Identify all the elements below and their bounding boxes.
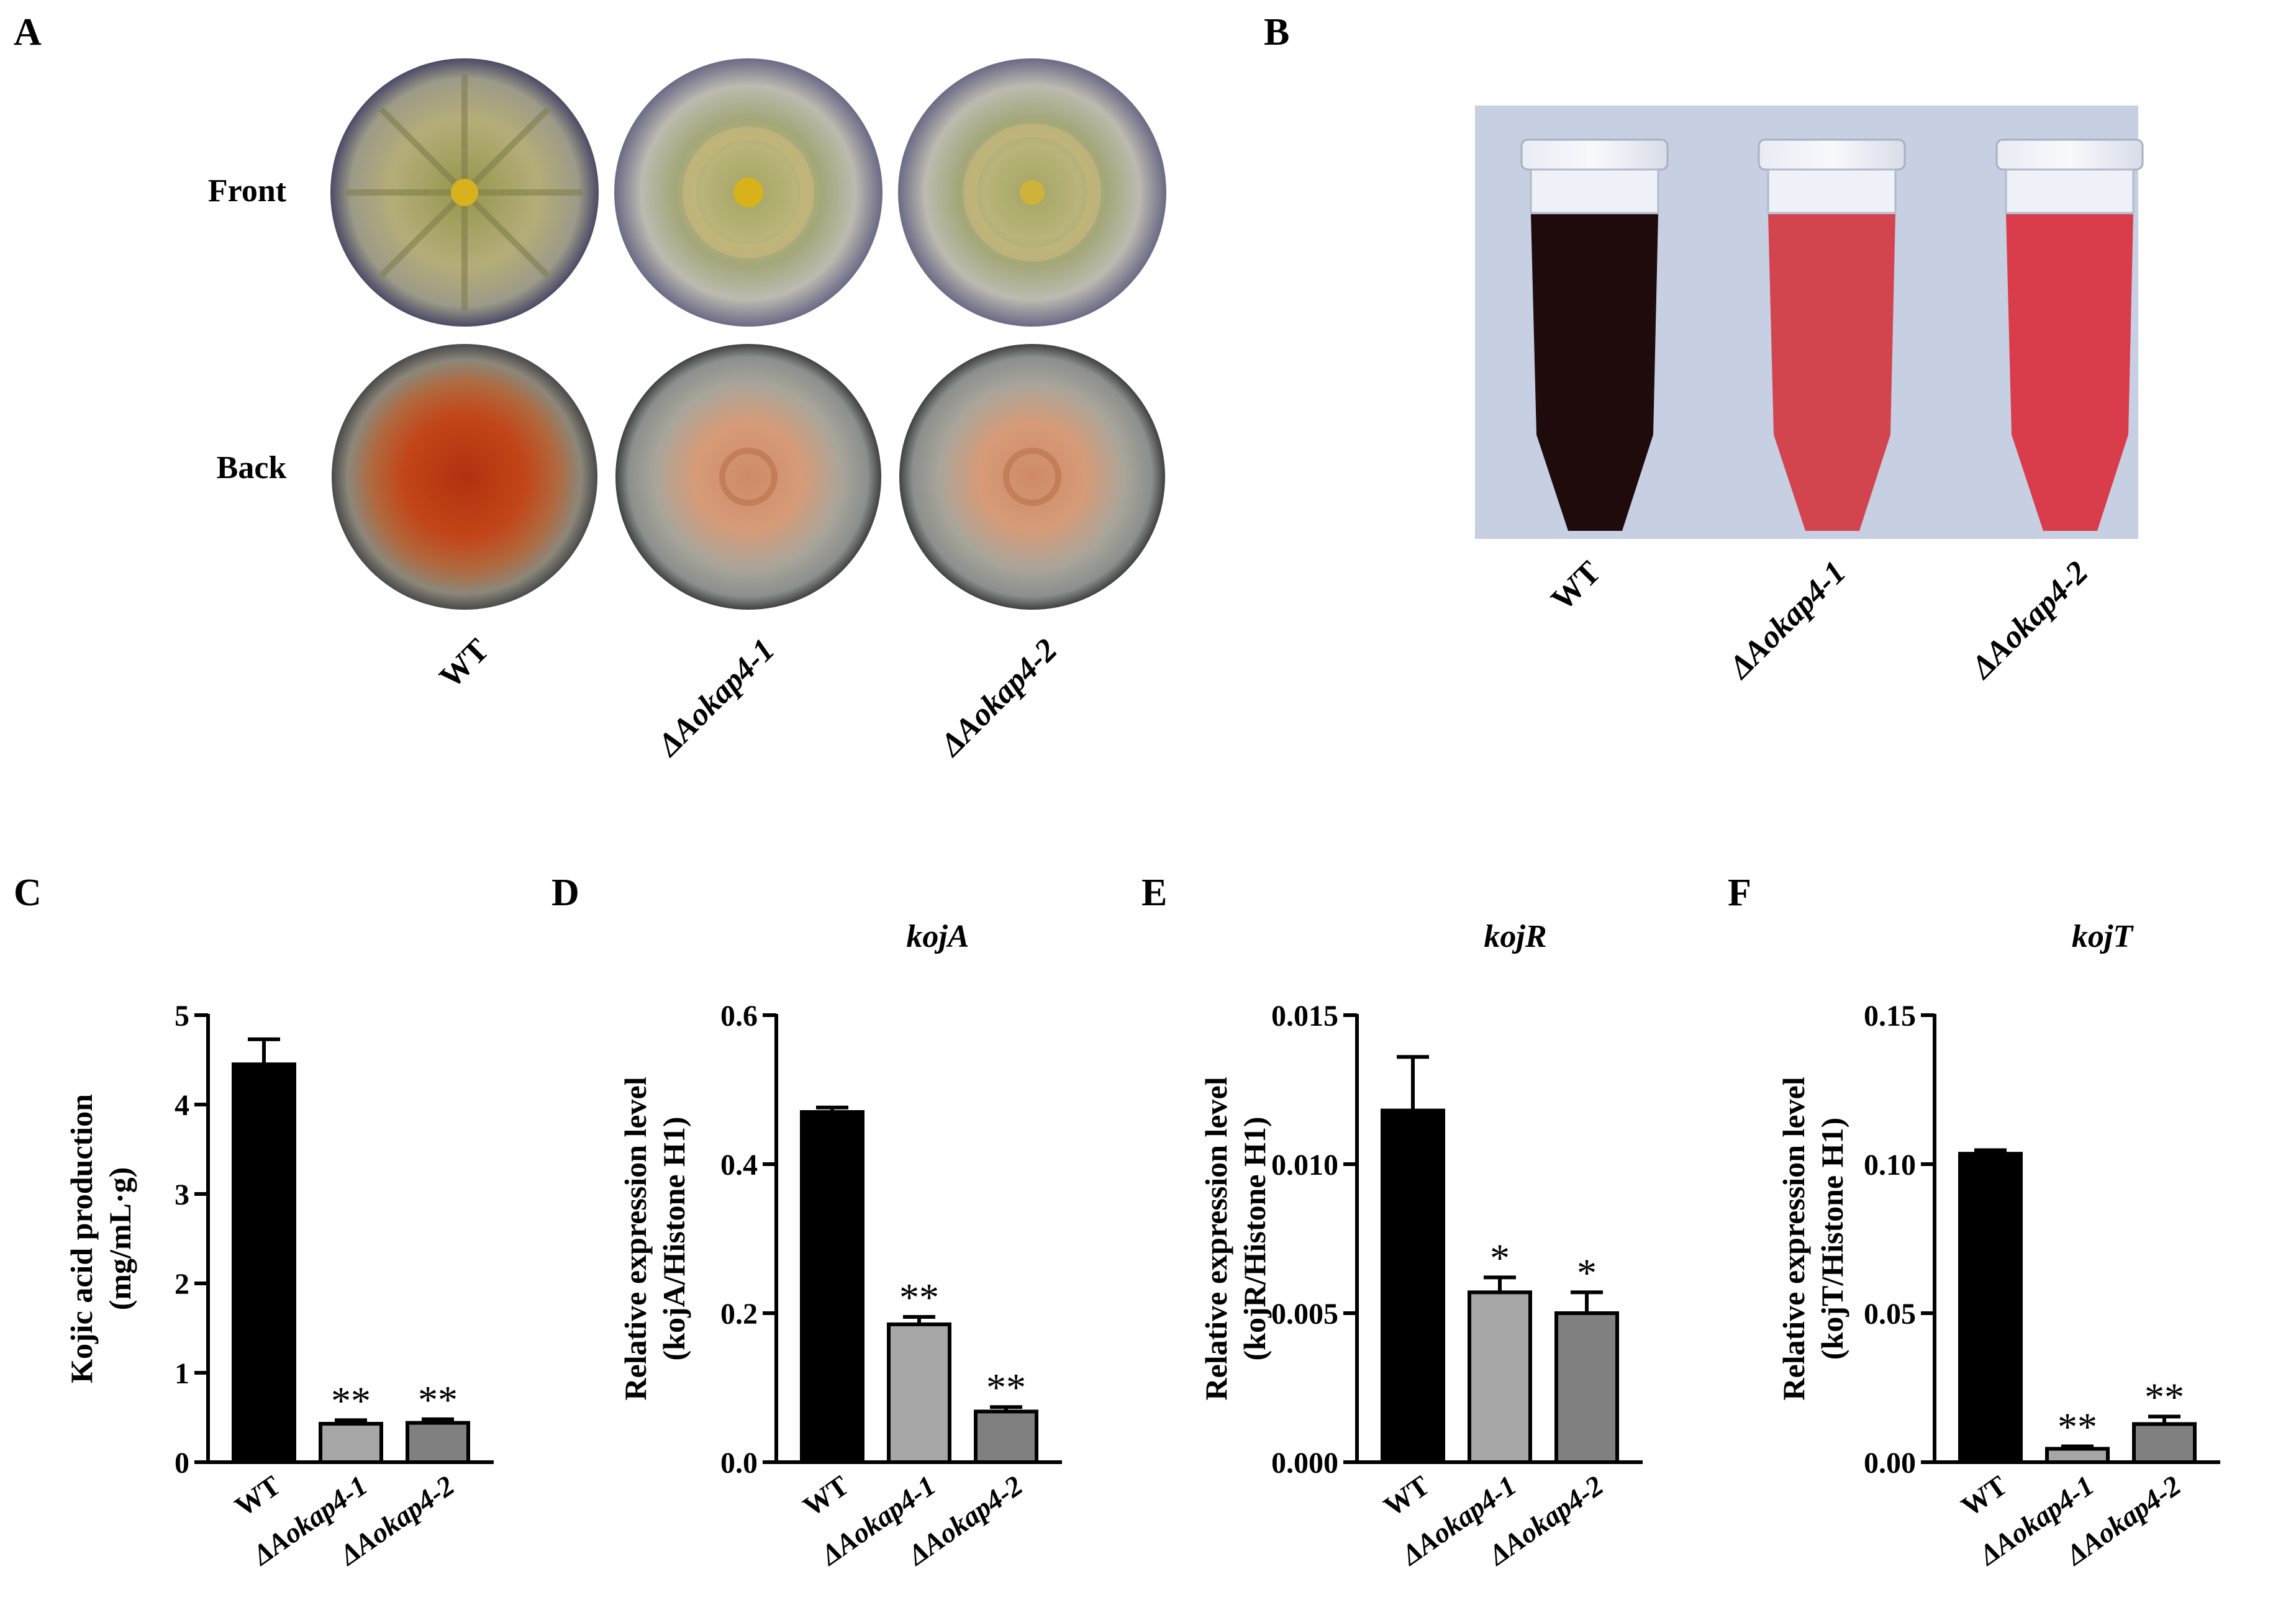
strain-label-b-mut2: ΔAokap4-2 <box>1964 554 2095 686</box>
row-label-front: Front <box>208 173 287 209</box>
chart-c-bar-2 <box>319 1422 383 1465</box>
chart-e-ylabel-1: Relative expression level <box>1199 1077 1233 1400</box>
chart-e: E kojR Relative expression level (kojR/H… <box>1141 872 1643 1571</box>
colony-back-mut2 <box>899 344 1165 610</box>
chart-c-y-tick-label: 3 <box>175 1178 189 1211</box>
tube-mut2 <box>1995 138 2144 531</box>
chart-c-y-tick-label: 0 <box>175 1447 189 1480</box>
panel-letter-f: F <box>1728 872 1751 914</box>
chart-d-y-tick-label: 0.0 <box>720 1447 758 1480</box>
chart-e-ylabel-2: (kojR/Histone H1) <box>1237 1116 1272 1360</box>
panel-letter-d: D <box>551 872 579 914</box>
chart-d-significance: ** <box>986 1365 1026 1409</box>
chart-f-bar-3 <box>2132 1422 2197 1465</box>
chart-f-y-tick-label: 0.05 <box>1864 1298 1916 1331</box>
chart-c-ylabel-2: (mg/mL·g) <box>102 1167 137 1311</box>
chart-c-bar-3 <box>406 1421 470 1464</box>
tube-mut1 <box>1758 138 1906 531</box>
chart-e-y-tick-label: 0.005 <box>1271 1298 1338 1331</box>
chart-d: D kojA Relative expression level (kojA/H… <box>551 872 1062 1571</box>
chart-e-bar-1 <box>1381 1108 1445 1464</box>
chart-f-ylabel-2: (kojT/Histone H1) <box>1815 1118 1849 1360</box>
chart-c-bar-1 <box>232 1062 296 1464</box>
chart-d-y-tick-label: 0.2 <box>720 1298 758 1331</box>
panel-letter-a: A <box>14 11 42 53</box>
chart-d-ylabel-2: (kojA/Histone H1) <box>656 1116 691 1360</box>
chart-d-category-label: WT <box>797 1469 855 1522</box>
chart-f-significance: ** <box>2058 1405 2097 1449</box>
colony-back-mut1 <box>615 344 881 610</box>
chart-d-plot: 0.00.20.40.6WT**ΔAokap4-1**ΔAokap4-2 <box>720 1000 1062 1571</box>
tube-wt <box>1520 138 1669 531</box>
strain-label-a-mut2: ΔAokap4-2 <box>933 632 1064 764</box>
chart-d-title: kojA <box>906 919 969 954</box>
colony-front-mut1 <box>614 58 883 327</box>
colony-front-mut2 <box>898 58 1166 327</box>
chart-e-y-tick-label: 0.000 <box>1271 1447 1338 1480</box>
row-label-back: Back <box>217 450 287 486</box>
chart-f-y-tick-label: 0.10 <box>1864 1149 1916 1182</box>
chart-c-ylabel-1: Kojic acid production <box>64 1094 99 1383</box>
colony-back-wt <box>332 344 597 610</box>
chart-f-bar-2 <box>2045 1447 2110 1464</box>
chart-f: F kojT Relative expression level (kojT/H… <box>1728 872 2220 1571</box>
chart-f-significance: ** <box>2144 1375 2184 1419</box>
chart-f-title: kojT <box>2072 919 2134 954</box>
chart-f-bar-1 <box>1958 1152 2023 1464</box>
tube-photo <box>1475 106 2144 539</box>
chart-e-significance: * <box>1577 1250 1597 1295</box>
chart-c-y-tick-label: 5 <box>175 1000 189 1033</box>
chart-c-y-tick-label: 1 <box>175 1357 189 1390</box>
chart-e-category-label: WT <box>1378 1469 1435 1522</box>
chart-e-bar-2 <box>1468 1290 1532 1464</box>
chart-c-significance: ** <box>418 1378 458 1422</box>
chart-c-category-label: WT <box>229 1469 286 1522</box>
chart-e-bar-3 <box>1554 1311 1619 1464</box>
chart-d-bar-1 <box>800 1110 864 1464</box>
panel-letter-e: E <box>1141 872 1167 914</box>
chart-c-y-tick-label: 2 <box>175 1268 189 1301</box>
chart-e-y-tick-label: 0.015 <box>1271 1000 1338 1033</box>
chart-c-significance: ** <box>331 1378 371 1422</box>
panel-letter-b: B <box>1264 11 1289 53</box>
chart-e-title: kojR <box>1484 919 1546 954</box>
strain-label-a-mut1: ΔAokap4-1 <box>650 632 782 764</box>
chart-d-bar-3 <box>974 1409 1038 1464</box>
strain-label-b-wt: WT <box>1545 554 1608 618</box>
strain-label-b-mut1: ΔAokap4-1 <box>1722 554 1853 686</box>
chart-f-ylabel-1: Relative expression level <box>1776 1077 1811 1400</box>
chart-d-ylabel-1: Relative expression level <box>618 1077 653 1400</box>
chart-d-y-tick-label: 0.4 <box>720 1149 758 1182</box>
chart-c: C Kojic acid production (mg/mL·g) 0 1 2 3 4 5… <box>14 872 494 1571</box>
chart-d-significance: ** <box>899 1275 939 1319</box>
chart-e-plot: 0.0000.0050.0100.015WT*ΔAokap4-1*ΔAokap4… <box>1271 1000 1643 1571</box>
chart-e-y-tick-label: 0.010 <box>1271 1149 1338 1182</box>
strain-label-a-wt: WT <box>433 632 496 695</box>
panel-letter-c: C <box>14 872 42 914</box>
chart-e-significance: * <box>1490 1236 1510 1280</box>
chart-f-category-label: WT <box>1956 1469 2013 1522</box>
colony-front-wt <box>330 58 599 327</box>
chart-f-y-tick-label: 0.00 <box>1864 1447 1916 1480</box>
chart-c-y-tick-label: 4 <box>175 1089 189 1122</box>
chart-d-y-tick-label: 0.6 <box>720 1000 758 1033</box>
chart-d-bar-2 <box>887 1322 951 1464</box>
chart-f-y-tick-label: 0.15 <box>1864 1000 1916 1033</box>
